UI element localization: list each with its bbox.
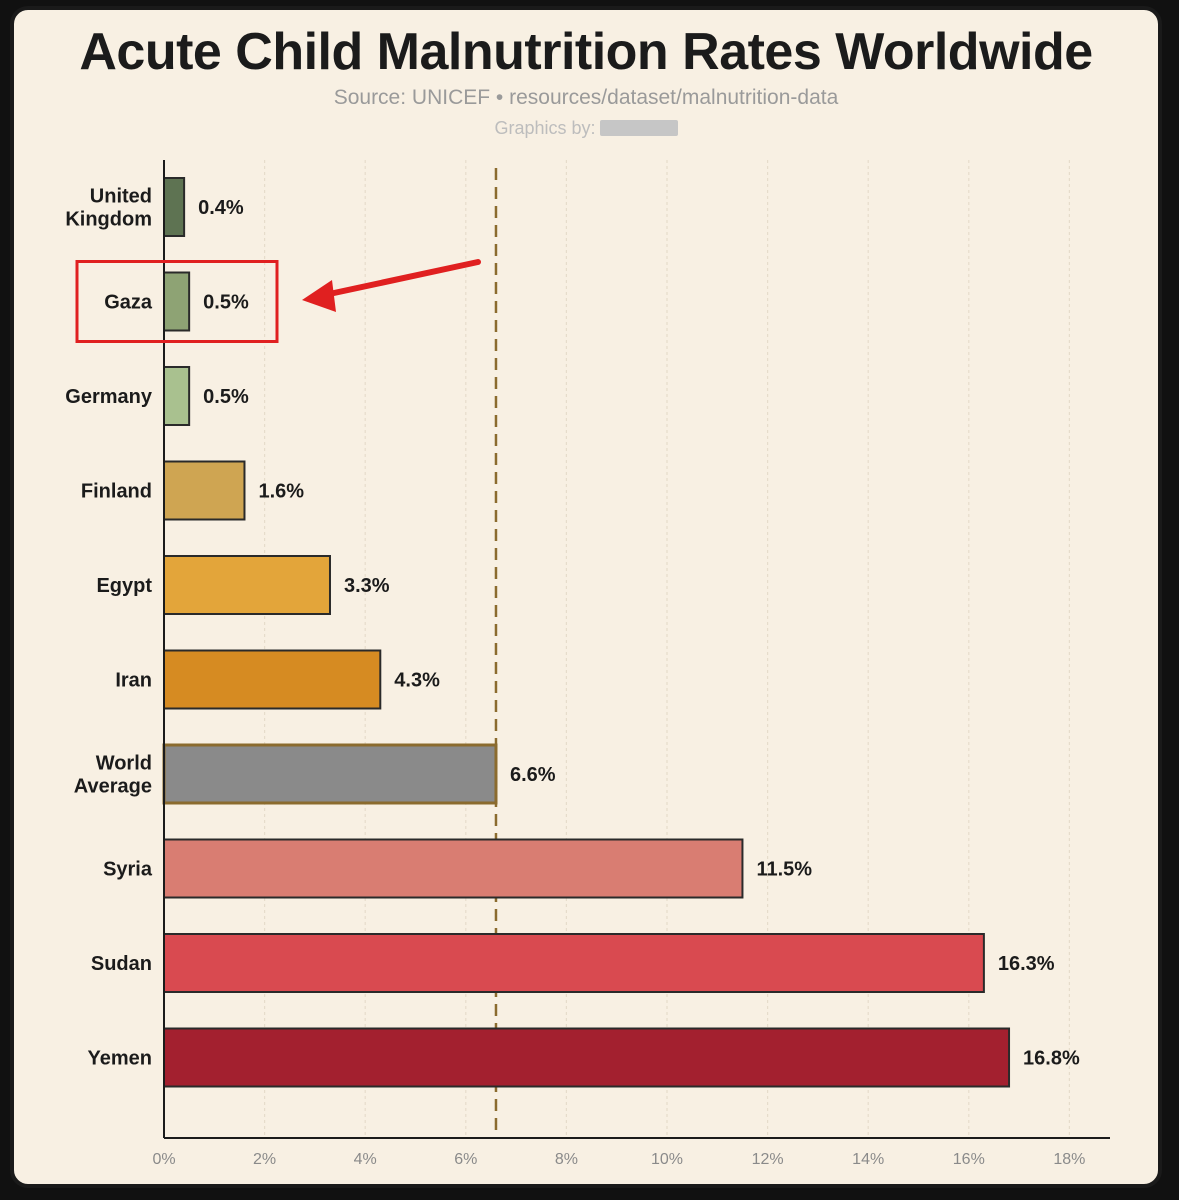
value-label: 4.3% [394, 670, 440, 692]
bar [163, 366, 191, 426]
highlight-arrow-head-icon [302, 280, 336, 312]
bar-label: United Kingdom [65, 186, 152, 231]
credit-text: Graphics by: [494, 118, 596, 138]
chart-title: Acute Child Malnutrition Rates Worldwide [79, 23, 1093, 81]
x-tick-label: 8% [555, 1151, 578, 1168]
x-tick-label: 14% [852, 1151, 884, 1168]
bar [163, 271, 191, 332]
x-tick-label: 10% [651, 1151, 683, 1168]
x-tick-label: 6% [454, 1151, 477, 1168]
bar-label: Egypt [96, 575, 152, 597]
bar-label: Iran [115, 670, 152, 692]
chart-frame: Acute Child Malnutrition Rates Worldwide… [10, 6, 1162, 1188]
value-label: 1.6% [258, 481, 304, 503]
bar [163, 838, 744, 899]
bar-label-line: United [90, 186, 152, 208]
bar-label-line: Kingdom [65, 209, 152, 231]
bar-label-line: Syria [103, 859, 153, 881]
highlight-box [75, 260, 279, 343]
x-tick-label: 4% [354, 1151, 377, 1168]
bar [163, 649, 382, 710]
x-tick-label: 16% [953, 1151, 985, 1168]
value-label: 3.3% [344, 575, 390, 597]
bar-label: Germany [65, 386, 153, 408]
bar-label-line: World [96, 753, 152, 775]
bar [163, 933, 985, 993]
bar-label-line: Sudan [91, 953, 152, 975]
bar [163, 177, 186, 237]
bar [163, 1027, 1011, 1088]
bar-label-line: Average [74, 776, 152, 798]
value-label: 0.5% [203, 386, 249, 408]
x-tick-label: 12% [752, 1151, 784, 1168]
x-tick-label: 18% [1053, 1151, 1085, 1168]
chart-credit: Graphics by: [14, 118, 1158, 139]
bar-label: World Average [74, 753, 152, 798]
value-label: 0.4% [198, 197, 244, 219]
bar-label: Yemen [88, 1048, 152, 1070]
bar-label-line: Egypt [96, 575, 152, 597]
value-label: 11.5% [756, 859, 812, 881]
bar-label: Finland [81, 481, 152, 503]
bar-label: Sudan [91, 953, 152, 975]
bar-label: Syria [103, 859, 153, 881]
credit-logo-icon [599, 120, 678, 136]
bar-chart: United Kingdom 0.4% Gaza 0.5% Germany 0.5% Finl… [65, 160, 1110, 1168]
bar-label-line: Gaza [104, 292, 153, 314]
x-tick-label: 0% [152, 1151, 175, 1168]
bar-label: Gaza [104, 292, 153, 314]
bar-label-line: Yemen [88, 1048, 152, 1070]
highlight-arrow-shaft [317, 259, 481, 299]
value-label: 0.5% [203, 292, 249, 314]
bar [163, 555, 331, 615]
value-label: 16.8% [1023, 1048, 1080, 1070]
chart-source: Source: UNICEF • resources/dataset/malnu… [333, 86, 839, 109]
value-label: 6.6% [510, 764, 556, 786]
bar-label-line: Finland [81, 481, 152, 503]
value-label: 16.3% [998, 953, 1055, 975]
bar [162, 743, 498, 805]
bar [163, 460, 246, 521]
x-tick-label: 2% [253, 1151, 276, 1168]
bar-label-line: Iran [115, 670, 152, 692]
bar-label-line: Germany [65, 386, 153, 408]
